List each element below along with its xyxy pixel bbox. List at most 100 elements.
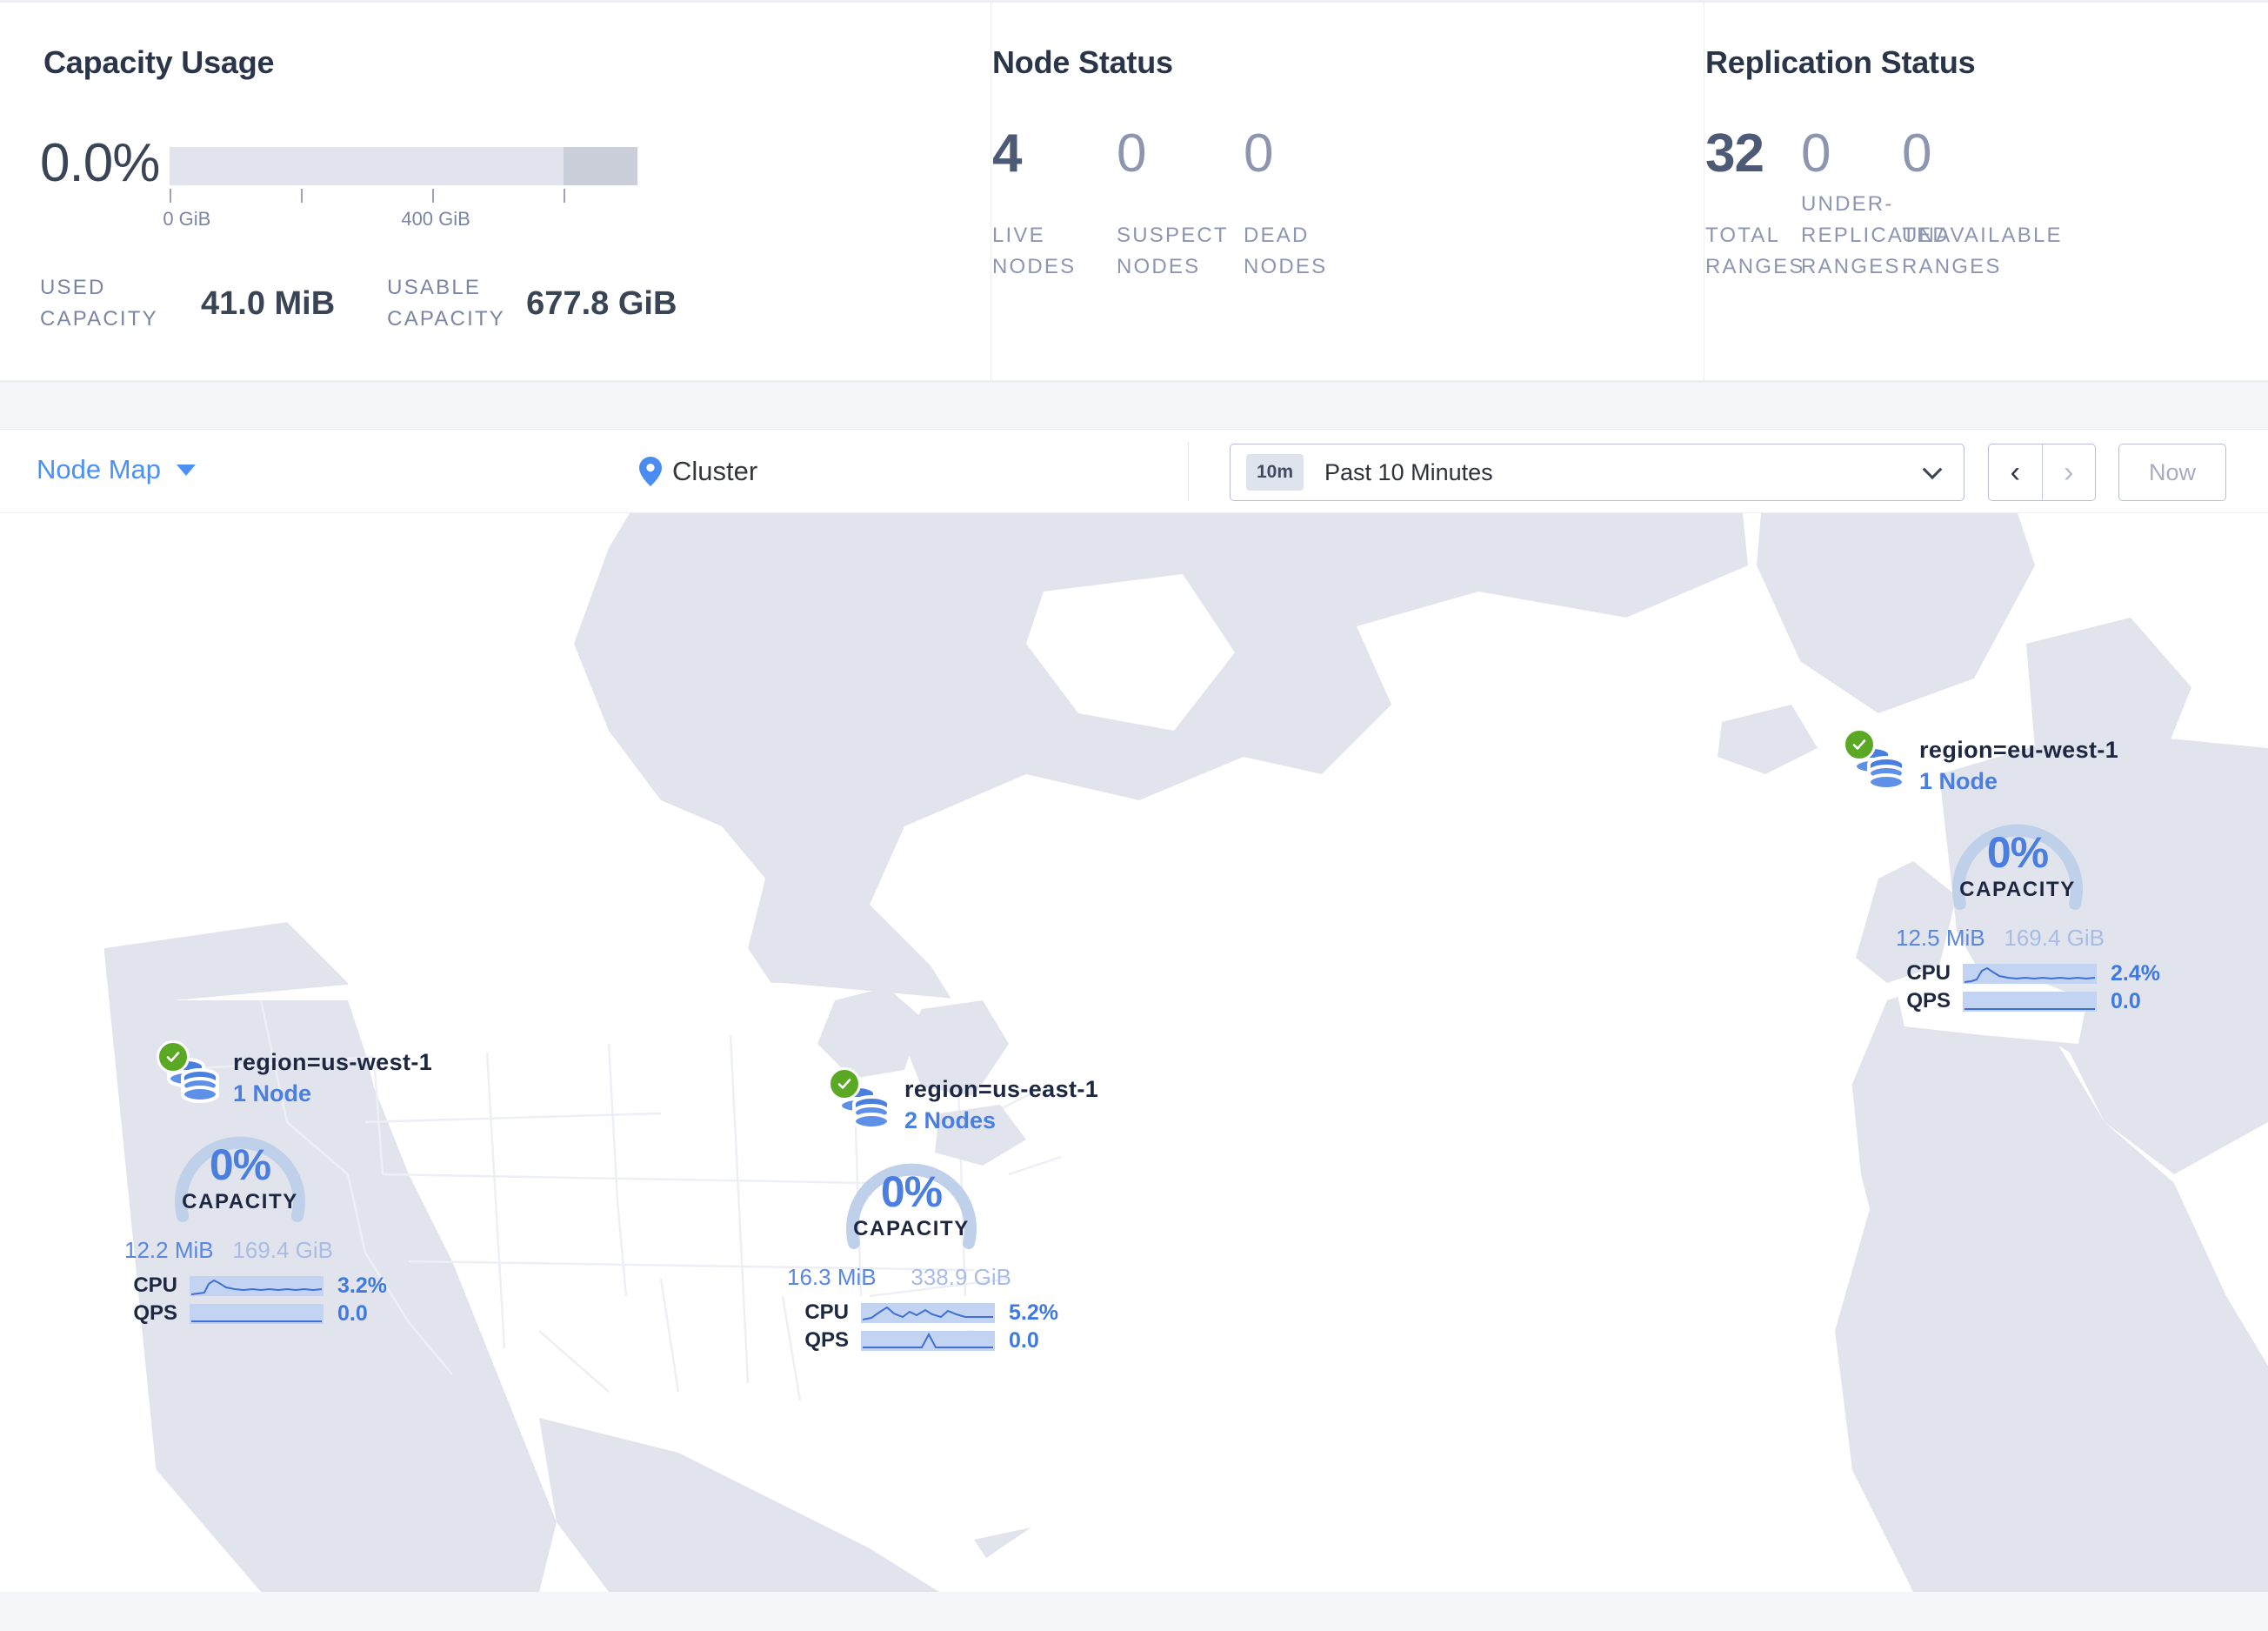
locality-node-count: 2 Nodes [904,1107,997,1133]
cpu-sparkline [1963,963,2097,984]
cpu-label: CPU [133,1273,177,1297]
cpu-value: 2.4% [2111,960,2160,986]
locality-titles: region=eu-west-1 1 Node [1919,735,2118,795]
locality-titles: region=us-east-1 2 Nodes [904,1074,1098,1134]
suspect-nodes-value: 0 [1117,124,1146,184]
qps-value: 0.0 [337,1300,368,1326]
metric-row-cpu: CPU 3.2% [120,1273,449,1299]
dead-nodes-value: 0 [1244,124,1273,184]
locality-marker-eu-west-1[interactable]: region=eu-west-1 1 Node 0% CAPACITY 12.5… [1843,728,2160,1014]
database-icon [833,1074,896,1135]
capacity-caption: CAPACITY [1959,878,2076,901]
axis-label-min: 0 GiB [163,208,211,230]
cpu-label: CPU [1906,961,1951,985]
capacity-values: 12.5 MiB 169.4 GiB [1896,925,2105,952]
dead-nodes-metric: 0 DEAD NODES [1244,124,1383,279]
metric-row-qps: QPS 0.0 [1893,988,2140,1014]
locality-header: region=us-west-1 1 Node [157,1040,449,1108]
under-replicated-ranges-value: 0 [1801,124,1831,184]
capacity-caption: CAPACITY [853,1217,970,1240]
live-nodes-label: LIVE NODES [992,224,1077,278]
used-capacity-stat: USED CAPACITY 41.0 MiB [40,272,335,335]
axis-tick [564,189,566,203]
capacity-total-value: 169.4 GiB [2004,925,2105,951]
locality-name: region=us-west-1 [233,1049,433,1075]
capacity-usage-title: Capacity Usage [43,44,275,80]
locality-node-count: 1 Node [233,1080,312,1106]
time-range-picker[interactable]: 10m Past 10 Minutes [1230,444,1964,501]
qps-label: QPS [133,1301,177,1325]
capacity-axis-labels: 0 GiB 400 GiB [163,208,657,231]
locality-marker-us-west-1[interactable]: region=us-west-1 1 Node 0% CAPACITY 12.2… [124,1040,449,1327]
node-map[interactable]: region=us-west-1 1 Node 0% CAPACITY 12.2… [0,513,2268,1592]
live-nodes-metric: 4 LIVE NODES [992,126,1117,279]
nav-separator [2041,445,2043,500]
footer-strip [0,1592,2268,1631]
locality-metrics: CPU 3.2% QPS 0.0 [120,1273,449,1327]
capacity-used-value: 12.5 MiB [1896,925,1985,951]
time-prev-button[interactable]: ‹ [2010,456,2020,489]
map-pin-icon [639,457,662,486]
status-healthy-icon [1843,728,1876,761]
capacity-stats: USED CAPACITY 41.0 MiB USABLE CAPACITY 677… [40,272,677,335]
capacity-percent: 0.0% [40,133,160,193]
used-capacity-label: USED CAPACITY [40,276,158,331]
capacity-bar-track [170,147,638,185]
unavailable-ranges-metric: 0 UNAVAILABLE RANGES [1902,124,2076,279]
view-select-label: Node Map [37,454,162,485]
time-now-button[interactable]: Now [2118,444,2226,501]
capacity-percent-value: 0% [209,1140,271,1189]
locality-name: region=us-east-1 [904,1076,1099,1102]
capacity-usage-panel: Capacity Usage 0.0% 0 GiB 400 GiB [0,3,991,380]
cluster-summary-bar: Capacity Usage 0.0% 0 GiB 400 GiB [0,0,2268,383]
breadcrumb[interactable]: Cluster [639,456,757,487]
breadcrumb-label: Cluster [672,456,758,486]
qps-value: 0.0 [2111,988,2141,1013]
node-status-title: Node Status [992,44,1173,80]
replication-status-panel: Replication Status 32 TOTAL RANGES 0 UNDE… [1704,3,2268,380]
replication-status-metrics: 32 TOTAL RANGES 0 UNDER- REPLICATED RANGES … [1705,124,2076,279]
total-ranges-label: TOTAL RANGES [1705,224,1805,278]
capacity-values: 16.3 MiB 338.9 GiB [787,1264,1011,1291]
locality-metrics: CPU 2.4% QPS 0.0 [1893,960,2160,1014]
view-select-node-map[interactable]: Node Map [37,454,197,485]
qps-value: 0.0 [1009,1327,1039,1353]
unavailable-ranges-value: 0 [1902,124,1931,184]
time-range-badge: 10m [1246,454,1304,491]
status-healthy-icon [828,1067,861,1100]
total-ranges-metric: 32 TOTAL RANGES [1705,126,1803,279]
map-toolbar: Node Map Cluster 10m Past 10 Minutes ‹ ›… [0,429,2268,513]
locality-header: region=us-east-1 2 Nodes [828,1067,1120,1135]
suspect-nodes-label: SUSPECT NODES [1117,224,1229,278]
locality-titles: region=us-west-1 1 Node [233,1047,432,1107]
chevron-down-icon [177,464,197,476]
used-capacity-value: 41.0 MiB [201,284,336,322]
metric-row-qps: QPS 0.0 [791,1327,1120,1354]
unavailable-ranges-label: UNAVAILABLE RANGES [1902,224,2063,278]
under-replicated-ranges-metric: 0 UNDER- REPLICATED RANGES [1801,124,1948,279]
capacity-gauge: 0.0% 0 GiB 400 GiB [40,133,657,231]
capacity-percent-value: 0% [1986,828,2049,877]
toolbar-divider [1188,442,1189,501]
qps-label: QPS [804,1328,849,1352]
cpu-value: 5.2% [1009,1300,1058,1325]
time-range-label: Past 10 Minutes [1324,458,1493,485]
metric-row-cpu: CPU 5.2% [791,1300,1120,1326]
capacity-gauge-arc: 0% CAPACITY [824,1140,998,1252]
qps-sparkline [861,1330,995,1351]
capacity-gauge-arc: 0% CAPACITY [1931,801,2105,912]
time-next-button[interactable]: › [2064,456,2074,489]
capacity-total-value: 338.9 GiB [911,1264,1011,1290]
usable-capacity-value: 677.8 GiB [526,284,677,322]
capacity-percent-value: 0% [880,1167,943,1216]
chevron-down-icon [1922,459,1943,480]
locality-marker-us-east-1[interactable]: region=us-east-1 2 Nodes 0% CAPACITY 16.… [787,1067,1120,1354]
suspect-nodes-metric: 0 SUSPECT NODES [1117,124,1244,279]
capacity-used-value: 16.3 MiB [787,1264,877,1290]
capacity-axis-ticks [170,189,637,208]
axis-label-mid: 400 GiB [401,208,470,230]
cpu-value: 3.2% [337,1273,387,1298]
capacity-bar-overflow [564,147,638,185]
time-nav-group: ‹ › [1988,444,2096,501]
locality-header: region=eu-west-1 1 Node [1843,728,2135,796]
